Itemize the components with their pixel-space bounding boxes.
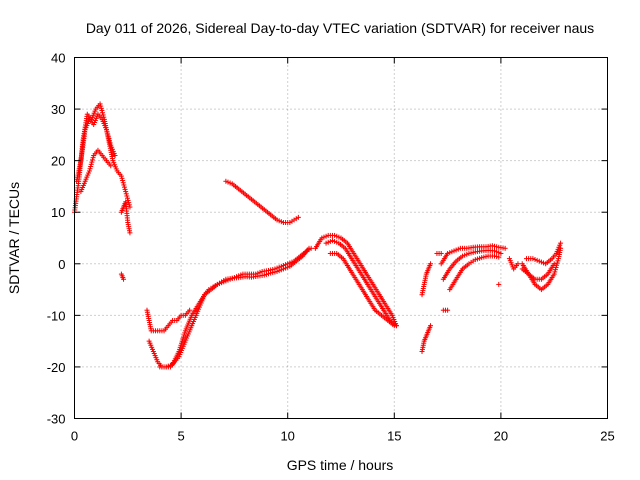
data-point [187,307,193,313]
data-point [107,138,113,144]
data-point [123,191,129,197]
y-tick-label: -20 [47,360,66,375]
data-point [428,323,434,329]
data-point [295,214,301,220]
data-point [106,136,112,142]
data-point [121,276,127,282]
data-point [97,101,103,107]
data-point [88,161,94,167]
data-point [124,195,130,201]
x-tick-label: 5 [177,429,184,444]
data-point [122,186,128,192]
data-point [126,202,132,208]
data-point [105,133,111,139]
data-point [428,261,434,267]
data-point [104,129,110,135]
data-point [502,245,508,251]
data-point [496,281,502,287]
data-point [98,103,104,109]
data-point [89,157,95,163]
data-point [551,271,557,277]
data-points [72,101,564,370]
data-point [120,178,126,184]
data-point [308,245,314,251]
y-tick-label: 10 [51,205,65,220]
data-point [496,254,502,260]
data-point [558,240,564,246]
data-point [103,127,109,133]
data-point [126,200,132,206]
data-point [552,269,558,275]
data-point [98,105,104,111]
data-point [90,155,96,161]
x-tick-label: 10 [280,429,294,444]
data-point [498,250,504,256]
data-point [445,307,451,313]
data-point [120,180,126,186]
data-point [121,182,127,188]
data-point [87,166,93,172]
data-point [88,164,94,170]
data-point [555,258,561,264]
data-point [108,163,114,169]
data-point [107,140,113,146]
x-tick-label: 25 [600,429,614,444]
data-point [515,261,521,267]
data-point [105,131,111,137]
axis-ticks: 0 5 10 15 20 25 -30 -20 -10 0 10 20 30 40 [47,51,615,444]
x-tick-label: 15 [387,429,401,444]
data-point [112,152,118,158]
data-point [551,261,557,267]
y-tick-label: 40 [51,51,65,66]
data-point [124,193,130,199]
data-point [121,184,127,190]
x-tick-label: 0 [71,429,78,444]
y-tick-label: -10 [47,308,66,323]
data-point [119,175,125,181]
y-tick-label: -30 [47,412,66,427]
data-point [99,108,105,114]
data-point [438,250,444,256]
data-point [123,189,129,195]
data-point [391,323,397,329]
data-point [127,204,133,210]
data-point [552,267,558,273]
data-point [89,159,95,165]
y-axis-label: SDTVAR / TECUs [6,182,22,294]
x-tick-label: 20 [494,429,508,444]
y-tick-label: 20 [51,154,65,169]
plot-frame [74,57,608,419]
chart-title: Day 011 of 2026, Sidereal Day-to-day VTE… [86,20,594,36]
data-point [86,168,92,174]
data-point [127,230,133,236]
y-tick-label: 0 [58,257,65,272]
x-axis-label: GPS time / hours [287,457,394,473]
data-point [554,260,560,266]
data-point [100,110,106,116]
data-point [100,112,106,118]
data-point [118,173,124,179]
y-tick-label: 30 [51,102,65,117]
